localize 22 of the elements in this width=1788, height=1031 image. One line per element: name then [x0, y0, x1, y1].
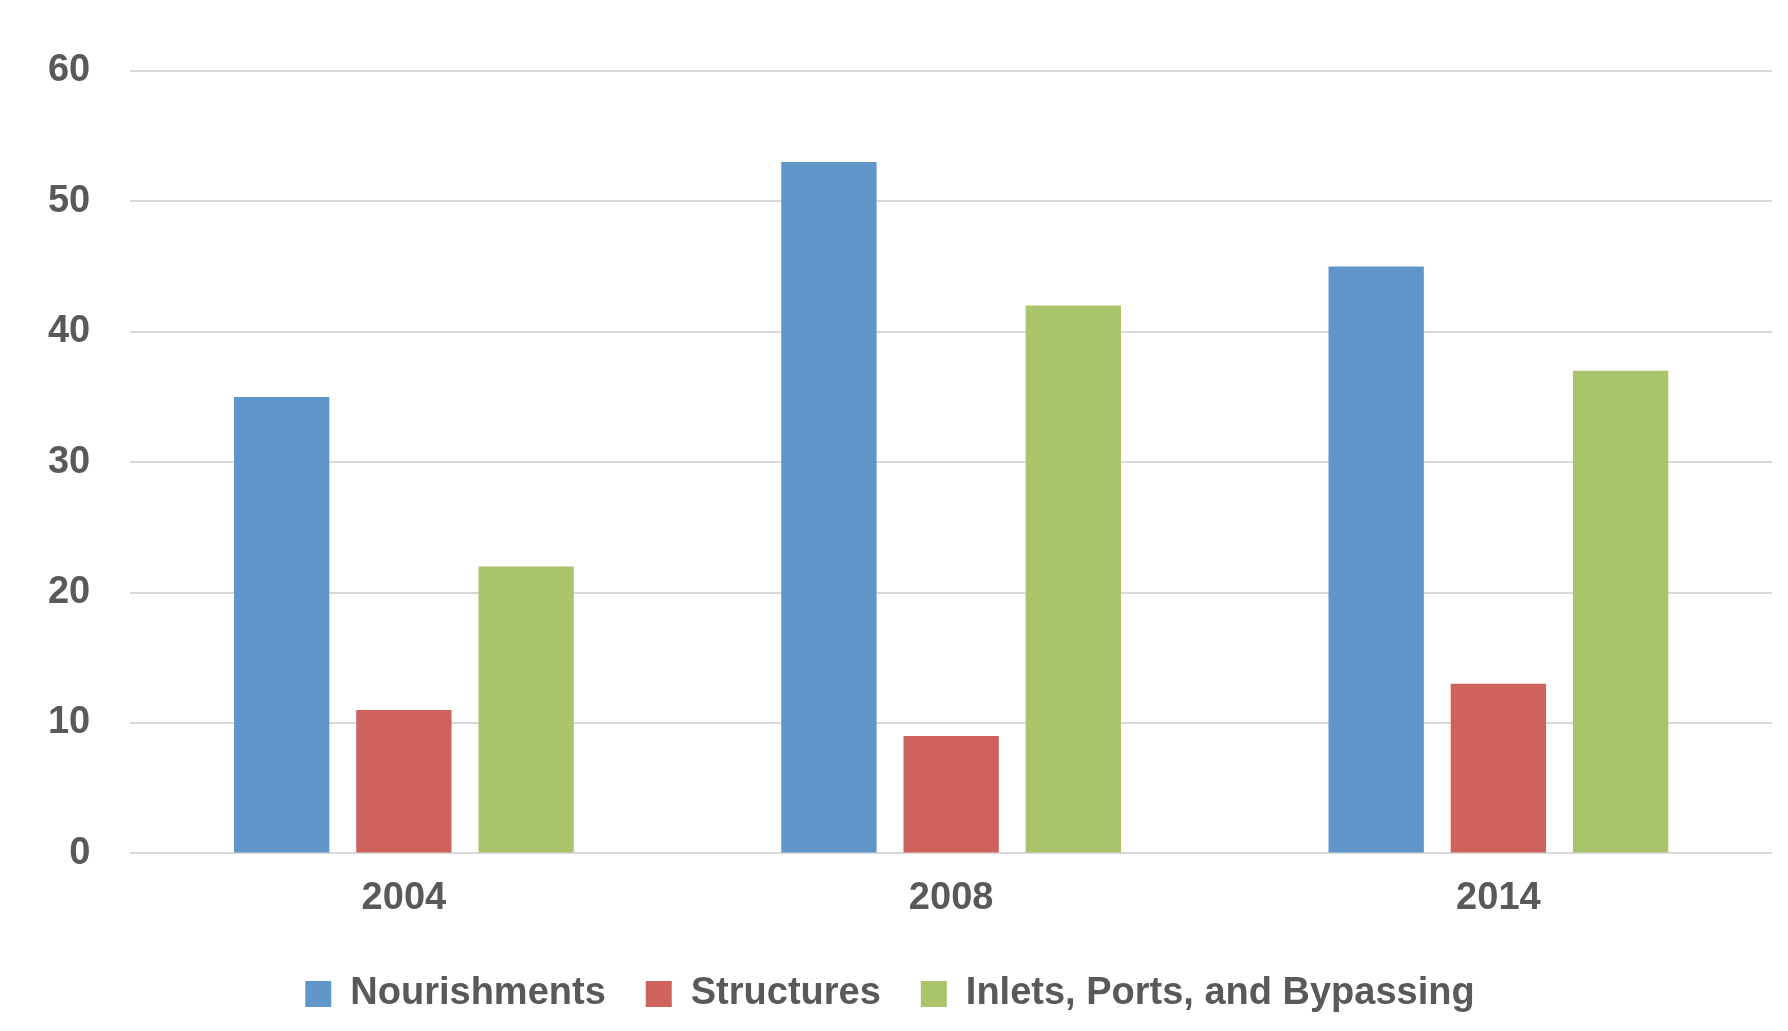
legend-label: Structures	[690, 970, 881, 1013]
bar	[478, 566, 574, 853]
bar	[1450, 683, 1547, 853]
y-tick-label: 20	[47, 569, 91, 612]
x-tick-label: 2008	[908, 874, 994, 917]
bar	[356, 709, 452, 853]
x-tick-label: 2014	[1456, 874, 1541, 917]
bar	[903, 736, 999, 853]
y-tick-label: 50	[47, 177, 91, 220]
y-tick-label: 30	[47, 438, 91, 481]
bar	[781, 162, 877, 853]
legend-label: Nourishments	[350, 970, 606, 1013]
legend-label: Inlets, Ports, and Bypassing	[965, 970, 1475, 1013]
bar	[1572, 370, 1669, 853]
bar	[1328, 266, 1424, 853]
y-tick-label: 0	[69, 829, 91, 872]
bar	[234, 396, 330, 853]
y-tick-label: 10	[47, 699, 91, 742]
bar	[1025, 305, 1122, 853]
x-tick-label: 2004	[361, 874, 447, 917]
y-tick-label: 40	[47, 308, 91, 351]
y-tick-label: 60	[47, 47, 91, 90]
